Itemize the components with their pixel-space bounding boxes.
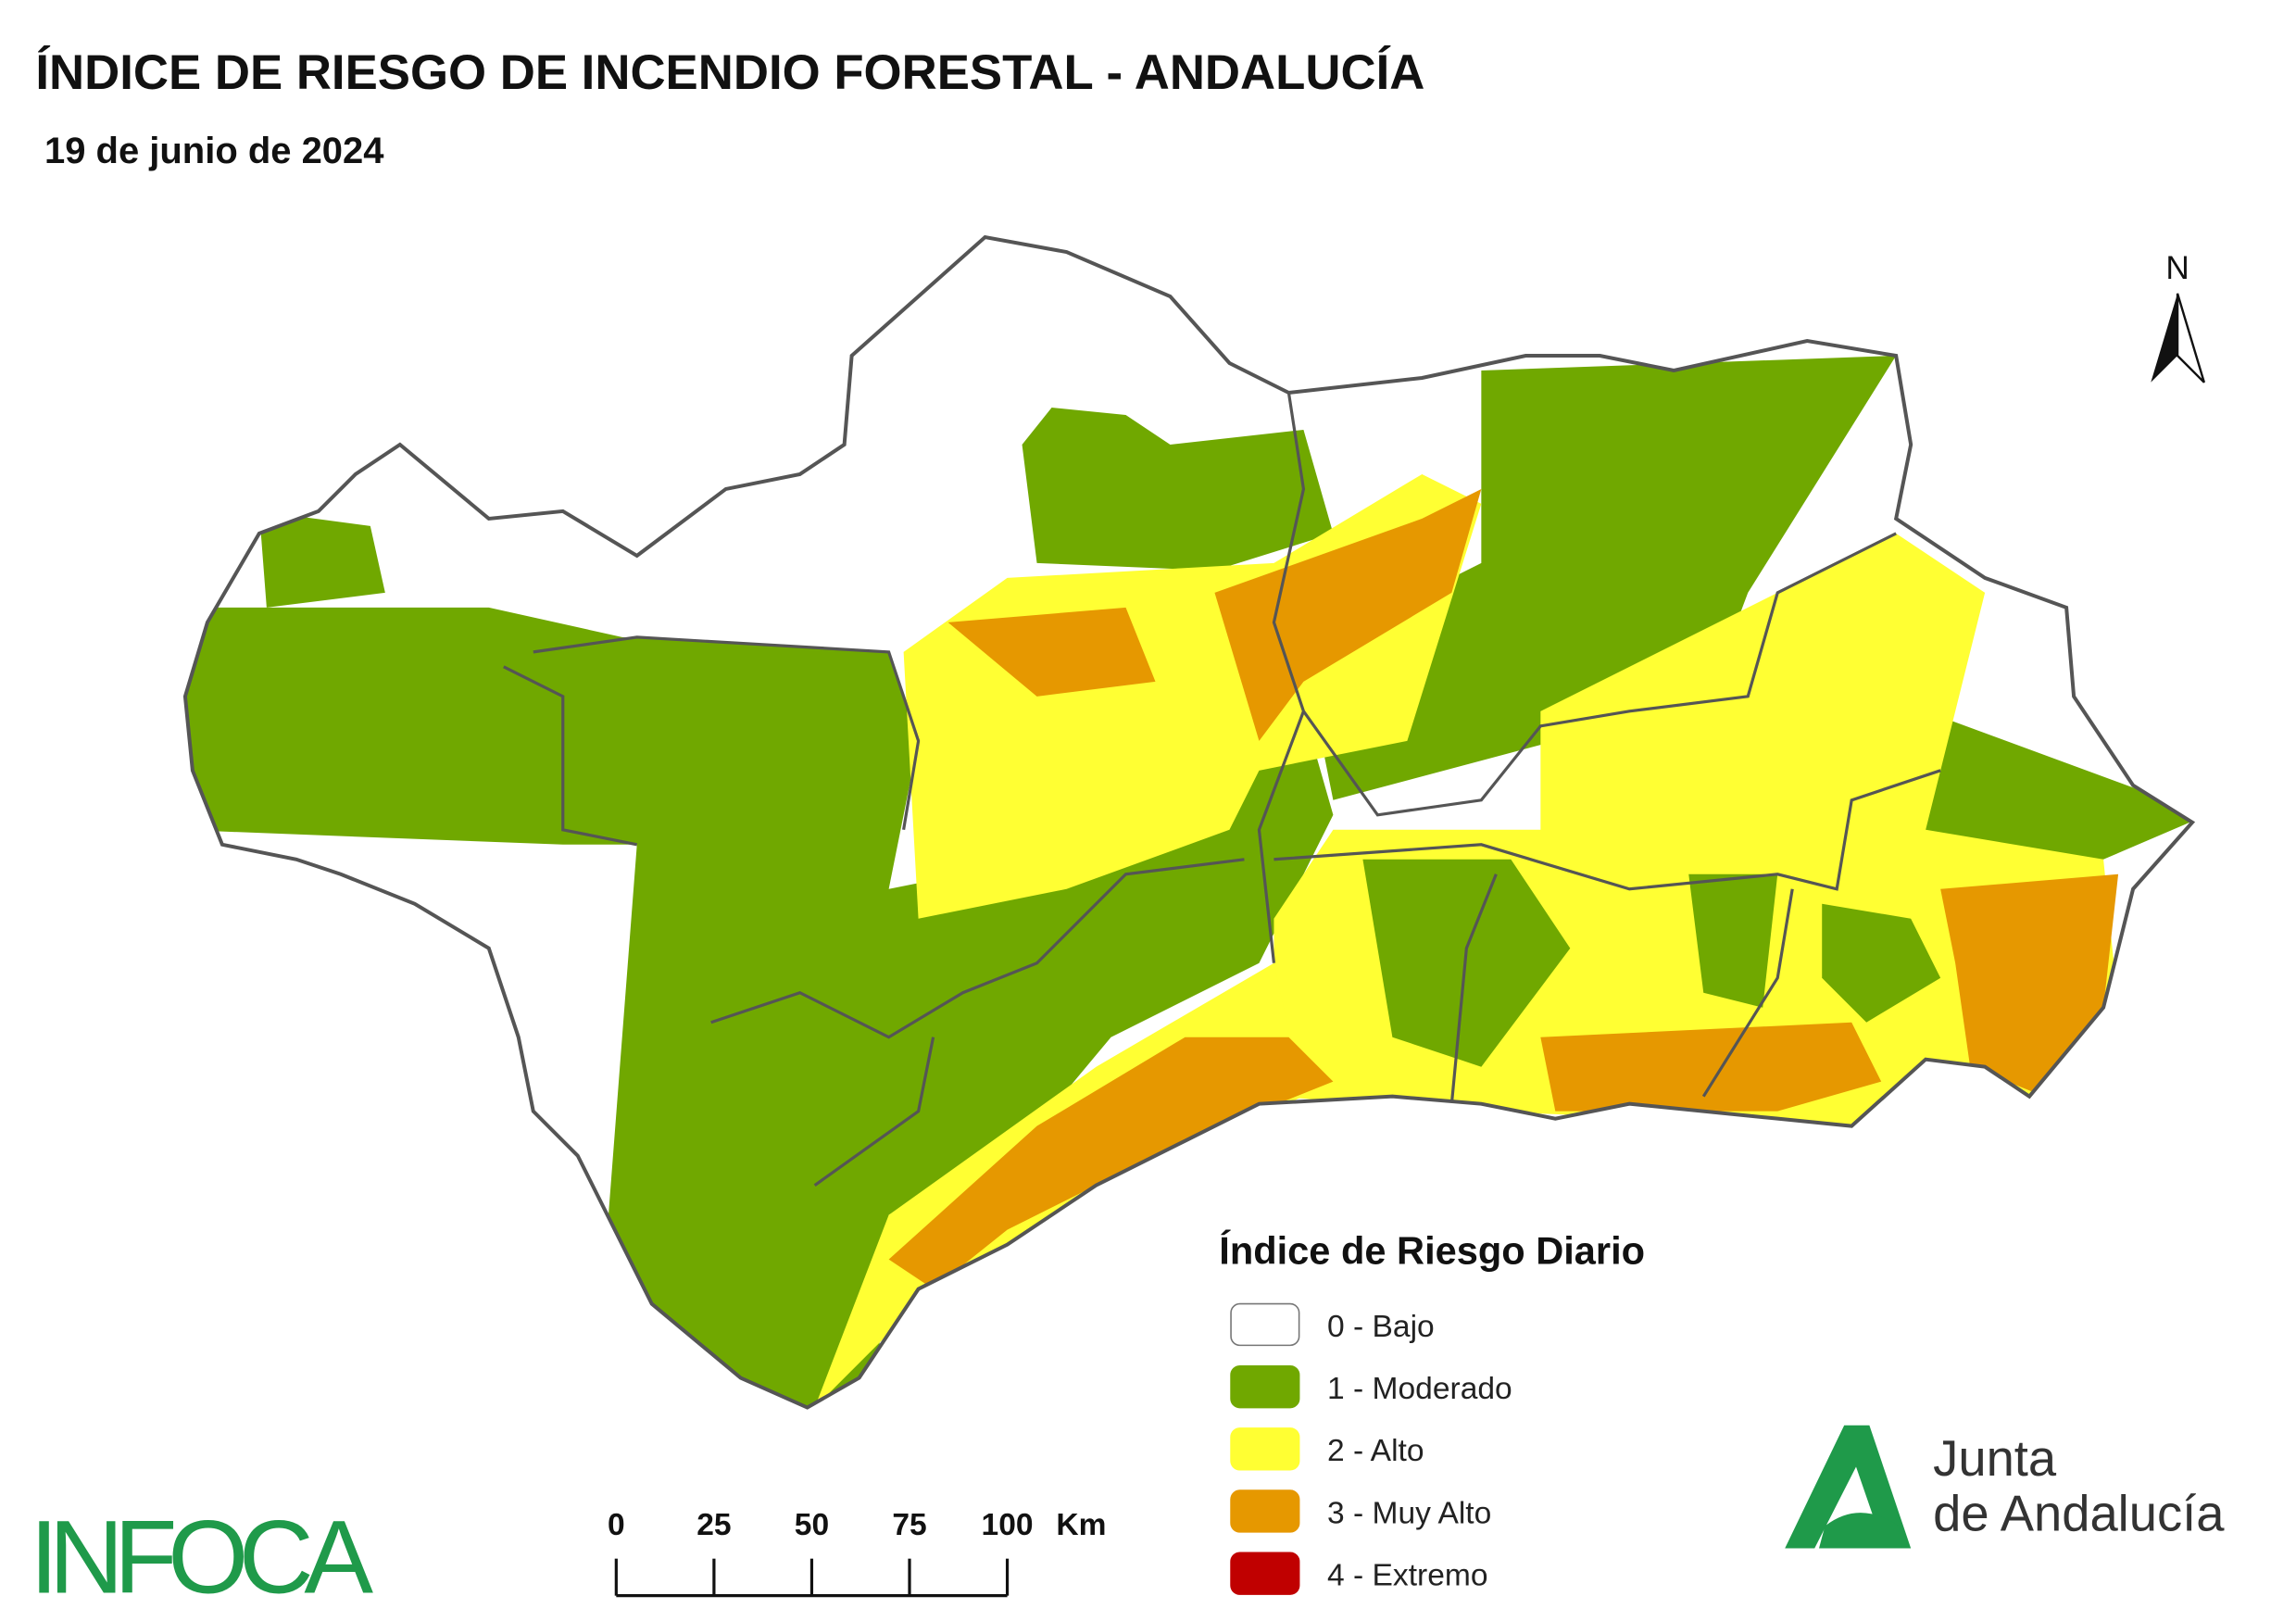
border	[1449, 873, 1498, 1104]
border	[533, 635, 921, 831]
legend-swatch	[1230, 1427, 1300, 1471]
risk-area	[258, 510, 385, 608]
risk-area	[1822, 903, 1941, 1023]
border	[1257, 392, 1306, 963]
scale-label: 0	[608, 1508, 625, 1542]
junta-text: de Andalucía	[1933, 1485, 2225, 1541]
border	[813, 1037, 935, 1187]
scale-label: 50	[795, 1508, 829, 1542]
risk-area	[1214, 488, 1482, 741]
border	[710, 858, 1245, 1039]
legend: Índice de Riesgo Diario 0 - Bajo 1 - Mode…	[1219, 1228, 1645, 1595]
legend-label: 4 - Extremo	[1327, 1558, 1488, 1592]
north-label: N	[2165, 250, 2189, 286]
junta-logo: Junta de Andalucía	[1785, 1425, 2225, 1549]
risk-area	[947, 607, 1156, 697]
junta-emblem	[1819, 1513, 1902, 1549]
scale-label: 75	[892, 1508, 926, 1542]
risk-area	[184, 607, 1334, 1408]
risk-area	[1540, 1022, 1882, 1112]
risk-area	[1022, 407, 1334, 571]
title: ÍNDICE DE RIESGO DE INCENDIO FORESTAL - …	[35, 44, 1424, 100]
border	[503, 665, 638, 847]
risk-area	[1688, 873, 1778, 1008]
junta-text: Junta	[1933, 1430, 2057, 1487]
legend-swatch	[1230, 1302, 1300, 1347]
legend-label: 0 - Bajo	[1327, 1310, 1435, 1344]
risk-area	[1303, 355, 1897, 800]
province-borders	[503, 392, 1941, 1187]
legend-swatch	[1230, 1552, 1300, 1595]
north-arrow	[2176, 293, 2205, 383]
scale-bar: 0 25 50 75 100 Km	[608, 1508, 1106, 1598]
scale-label: 25	[696, 1508, 731, 1542]
legend-label: 1 - Moderado	[1327, 1372, 1512, 1406]
border	[1273, 769, 1941, 891]
border	[1701, 888, 1794, 1098]
legend-swatch	[1230, 1364, 1300, 1409]
legend-title: Índice de Riesgo Diario	[1219, 1228, 1645, 1272]
north-arrow	[2151, 293, 2178, 383]
legend-swatch	[1230, 1489, 1300, 1533]
infoca-logo: INFOCA	[30, 1499, 373, 1615]
border	[1302, 532, 1897, 817]
scale-unit: Km	[1056, 1508, 1106, 1542]
risk-area	[888, 1037, 1334, 1289]
subtitle: 19 de junio de 2024	[44, 131, 384, 171]
legend-label: 2 - Alto	[1327, 1434, 1424, 1468]
risk-map	[184, 237, 2193, 1408]
scale-label: 100	[982, 1508, 1034, 1542]
legend-label: 3 - Muy Alto	[1327, 1496, 1491, 1530]
